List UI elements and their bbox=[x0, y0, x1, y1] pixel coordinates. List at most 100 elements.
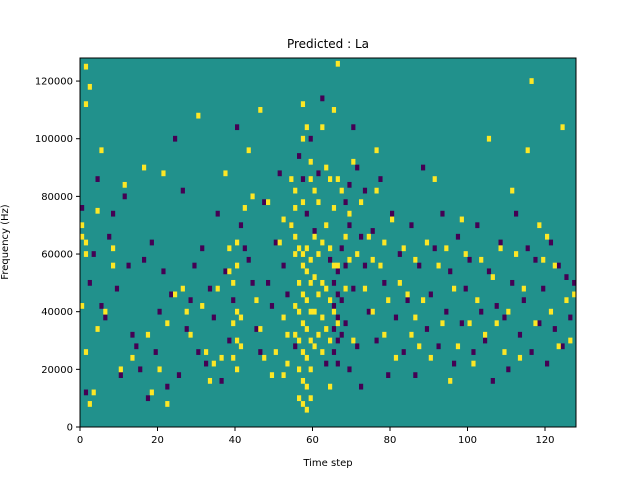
heatmap-cell-low bbox=[525, 245, 530, 252]
heatmap-cell-low bbox=[498, 239, 503, 246]
heatmap-cell-high bbox=[436, 262, 441, 269]
heatmap-cell-low bbox=[246, 256, 251, 263]
heatmap-cell-low bbox=[370, 228, 375, 234]
x-tick-label: 40 bbox=[229, 435, 242, 446]
heatmap-cell-low bbox=[188, 297, 193, 304]
heatmap-cell-low bbox=[502, 314, 507, 321]
heatmap-cell-low bbox=[231, 297, 236, 304]
heatmap-cell-high bbox=[300, 377, 306, 384]
heatmap-cell-high bbox=[304, 245, 309, 252]
heatmap-cell-low bbox=[300, 176, 306, 182]
heatmap-cell-low bbox=[266, 279, 271, 286]
heatmap-cell-high bbox=[440, 320, 445, 327]
heatmap-cell-high bbox=[374, 187, 379, 194]
heatmap-cell-high bbox=[312, 233, 317, 240]
heatmap-cell-high bbox=[293, 331, 298, 338]
heatmap-cell-low bbox=[351, 124, 356, 131]
heatmap-cell-high bbox=[502, 349, 507, 355]
heatmap-cell-high bbox=[312, 308, 317, 315]
heatmap-cell-high bbox=[335, 320, 340, 327]
heatmap-cell-high bbox=[308, 256, 313, 263]
heatmap-cell-high bbox=[297, 308, 302, 315]
heatmap-cell-high bbox=[533, 320, 538, 327]
heatmap-cell-low bbox=[455, 233, 461, 240]
heatmap-cell-low bbox=[95, 176, 100, 182]
heatmap-cell-high bbox=[312, 343, 317, 350]
y-axis-ticks: 0 20000 40000 60000 80000 100000 120000 bbox=[35, 77, 80, 434]
heatmap-cell-low bbox=[386, 372, 391, 378]
heatmap-cell-low bbox=[316, 170, 321, 177]
heatmap-cell-low bbox=[552, 326, 557, 332]
x-tick-label: 20 bbox=[151, 435, 164, 446]
x-tick-label: 120 bbox=[535, 435, 554, 446]
heatmap-cell-low bbox=[374, 337, 379, 344]
heatmap-cell-high bbox=[103, 308, 108, 315]
heatmap-cell-high bbox=[215, 285, 220, 292]
heatmap-cell-low bbox=[440, 210, 445, 217]
heatmap-cell-high bbox=[204, 349, 209, 355]
heatmap-cell-high bbox=[142, 164, 147, 171]
heatmap-cell-high bbox=[328, 337, 333, 344]
heatmap-cell-high bbox=[401, 245, 406, 252]
heatmap-cell-low bbox=[521, 297, 526, 304]
heatmap-cell-high bbox=[188, 331, 193, 338]
heatmap-cell-high bbox=[300, 320, 306, 327]
heatmap-cell-low bbox=[475, 222, 480, 229]
heatmap-cell-high bbox=[498, 245, 503, 252]
heatmap-cell-high bbox=[529, 78, 534, 84]
heatmap-cell-low bbox=[382, 279, 387, 286]
heatmap-cell-high bbox=[285, 331, 290, 338]
heatmap-cell-high bbox=[331, 107, 337, 113]
heatmap-cell-low bbox=[343, 320, 348, 327]
heatmap-cell-high bbox=[386, 297, 391, 304]
heatmap-cell-high bbox=[281, 372, 286, 378]
heatmap-cell-low bbox=[281, 262, 286, 269]
heatmap-cell-high bbox=[297, 337, 302, 344]
x-axis-label: Time step bbox=[302, 458, 352, 469]
heatmap-cell-high bbox=[304, 326, 309, 332]
heatmap-cell-low bbox=[355, 343, 360, 350]
heatmap-cell-high bbox=[347, 256, 352, 263]
heatmap-cell-low bbox=[479, 308, 484, 315]
heatmap-cell-high bbox=[281, 216, 286, 223]
heatmap-cell-high bbox=[238, 314, 244, 321]
heatmap-cell-high bbox=[486, 135, 492, 142]
heatmap-cell-low bbox=[331, 326, 337, 332]
heatmap-cell-high bbox=[231, 354, 236, 361]
heatmap-cell-high bbox=[483, 331, 488, 338]
heatmap-cell-low bbox=[138, 366, 143, 373]
heatmap-cell-high bbox=[83, 101, 89, 108]
heatmap-cell-high bbox=[200, 303, 205, 309]
heatmap-cell-high bbox=[316, 251, 321, 257]
heatmap-cell-high bbox=[80, 222, 85, 229]
heatmap-cell-low bbox=[161, 268, 166, 275]
heatmap-cell-low bbox=[541, 285, 546, 292]
heatmap-cell-high bbox=[355, 251, 360, 257]
heatmap-cell-low bbox=[421, 164, 426, 171]
heatmap-cell-high bbox=[300, 262, 306, 269]
heatmap-cells bbox=[80, 60, 577, 413]
heatmap-cell-high bbox=[331, 262, 337, 269]
heatmap-cell-high bbox=[297, 245, 302, 252]
heatmap-cell-low bbox=[362, 187, 368, 194]
heatmap-cell-low bbox=[537, 320, 542, 327]
heatmap-cell-high bbox=[83, 239, 89, 246]
heatmap-cell-high bbox=[370, 256, 375, 263]
heatmap-cell-low bbox=[173, 135, 178, 142]
x-tick-label: 100 bbox=[458, 435, 477, 446]
heatmap-cell-high bbox=[297, 395, 302, 402]
heatmap-cell-high bbox=[308, 176, 313, 182]
heatmap-cell-high bbox=[537, 222, 542, 229]
heatmap-cell-low bbox=[463, 285, 468, 292]
heatmap-cell-high bbox=[304, 406, 309, 413]
y-tick-label: 40000 bbox=[41, 307, 73, 318]
heatmap-cell-high bbox=[300, 401, 306, 407]
heatmap-cell-low bbox=[545, 360, 550, 367]
x-axis-ticks: 0 20 40 60 80 100 120 bbox=[77, 427, 555, 446]
heatmap-cell-high bbox=[180, 285, 185, 292]
heatmap-cell-high bbox=[382, 239, 387, 246]
heatmap-cell-high bbox=[258, 326, 263, 332]
heatmap-cell-high bbox=[335, 176, 340, 182]
heatmap-cell-high bbox=[304, 124, 309, 131]
heatmap-cell-high bbox=[331, 205, 337, 211]
